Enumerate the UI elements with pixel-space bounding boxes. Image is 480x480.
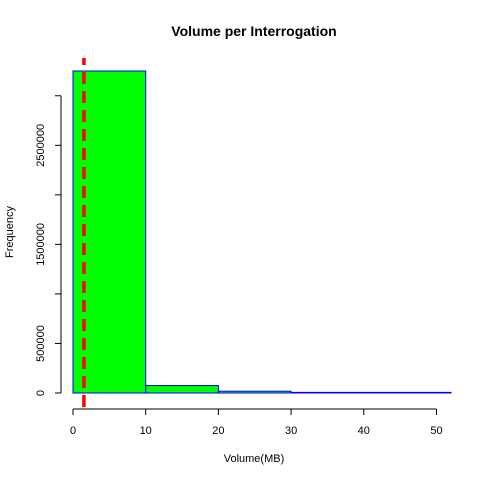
x-tick-label: 10: [140, 425, 152, 437]
histogram-bar: [363, 391, 437, 394]
x-tick-label: 20: [212, 425, 224, 437]
y-tick-label: 0: [35, 390, 47, 396]
y-axis: 0 500000 1500000 2500000: [35, 95, 62, 396]
x-tick-label: 40: [358, 425, 370, 437]
x-axis-label: Volume(MB): [224, 453, 285, 465]
x-axis: 0 10 20 30 40 50: [70, 408, 443, 437]
y-tick-label: 1500000: [35, 223, 47, 266]
y-axis-label: Frequency: [4, 206, 16, 258]
x-tick-label: 50: [430, 425, 442, 437]
histogram-bar: [145, 385, 219, 394]
histogram-bars: [72, 70, 452, 394]
histogram-bar: [436, 391, 452, 394]
y-tick-label: 500000: [35, 325, 47, 362]
x-tick-label: 0: [70, 425, 76, 437]
chart-title: Volume per Interrogation: [171, 23, 336, 39]
histogram-bar: [217, 390, 292, 394]
y-tick-label: 2500000: [35, 124, 47, 167]
histogram-bar: [290, 391, 365, 394]
x-tick-label: 30: [285, 425, 297, 437]
